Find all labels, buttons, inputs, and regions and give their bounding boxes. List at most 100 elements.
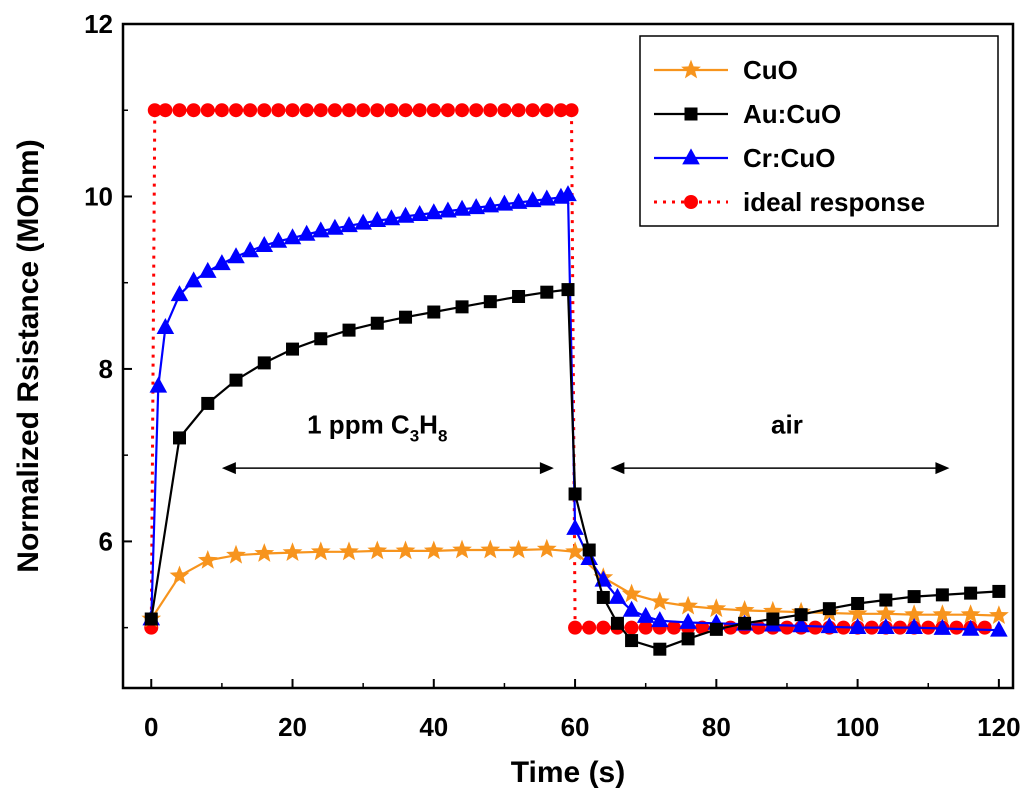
- data-point: [423, 540, 444, 560]
- legend-marker: [682, 148, 700, 165]
- data-point: [935, 588, 949, 602]
- legend-marker: [684, 195, 698, 209]
- data-point: [173, 431, 187, 445]
- series-line: [150, 288, 999, 651]
- data-point: [523, 191, 542, 208]
- legend-marker: [684, 107, 698, 121]
- data-point: [427, 305, 441, 319]
- data-point: [483, 295, 497, 309]
- x-tick-label: 60: [561, 712, 590, 742]
- data-point: [624, 620, 639, 635]
- data-point: [582, 620, 597, 635]
- data-point: [149, 376, 168, 393]
- data-point: [297, 224, 316, 241]
- data-point: [354, 213, 372, 230]
- data-point: [568, 487, 582, 501]
- series-cuo: [141, 538, 1009, 628]
- arrow-head-right: [935, 462, 950, 475]
- data-point: [990, 620, 1008, 637]
- data-point: [949, 620, 964, 635]
- data-point: [342, 103, 357, 118]
- data-point: [313, 103, 328, 118]
- data-point: [512, 289, 526, 303]
- data-point: [961, 619, 980, 636]
- data-point: [257, 356, 271, 370]
- data-point: [257, 103, 272, 118]
- data-point: [453, 199, 471, 216]
- data-point: [907, 590, 921, 604]
- data-point: [255, 236, 274, 253]
- arrow-head-right: [539, 462, 554, 475]
- data-point: [596, 620, 611, 635]
- data-point: [412, 103, 427, 118]
- data-point: [638, 620, 653, 635]
- data-point: [229, 103, 244, 118]
- data-point: [481, 196, 500, 213]
- data-point: [706, 598, 727, 618]
- data-point: [170, 285, 189, 302]
- data-point: [327, 103, 342, 118]
- data-point: [553, 103, 568, 118]
- data-point: [147, 103, 162, 118]
- arrow-head-left: [221, 462, 236, 475]
- data-point: [452, 539, 472, 559]
- data-point: [229, 373, 243, 387]
- y-tick-label: 10: [84, 181, 113, 211]
- data-point: [342, 323, 356, 337]
- annotation-subscript: 3: [410, 427, 419, 446]
- x-tick-label: 20: [278, 712, 307, 742]
- data-point: [455, 103, 470, 118]
- data-point: [480, 539, 501, 559]
- data-point: [559, 185, 577, 202]
- data-point: [904, 604, 924, 624]
- y-tick-label: 12: [84, 9, 113, 39]
- data-point: [283, 228, 302, 245]
- data-point: [410, 204, 429, 221]
- data-point: [282, 542, 303, 561]
- data-point: [497, 103, 512, 118]
- data-point: [340, 216, 358, 233]
- data-point: [779, 620, 794, 635]
- data-point: [158, 103, 173, 118]
- annotation-air: air: [610, 410, 950, 475]
- x-tick-label: 100: [836, 712, 879, 742]
- data-point: [144, 612, 158, 626]
- data-point: [709, 622, 723, 636]
- annotation-text: air: [771, 410, 803, 440]
- data-point: [310, 541, 331, 561]
- data-point: [508, 539, 529, 559]
- data-point: [440, 103, 455, 118]
- data-point: [679, 612, 697, 629]
- data-point: [156, 317, 175, 334]
- data-point: [564, 103, 579, 118]
- data-point: [269, 231, 288, 248]
- data-point: [172, 103, 187, 118]
- data-point: [536, 538, 557, 558]
- data-point: [608, 587, 627, 604]
- data-point: [285, 103, 300, 118]
- data-point: [625, 634, 639, 648]
- data-point: [213, 254, 231, 271]
- data-point: [621, 583, 642, 603]
- data-point: [299, 103, 314, 118]
- data-point: [960, 604, 981, 624]
- series-au-cuo: [144, 283, 1006, 656]
- data-point: [568, 620, 583, 635]
- data-point: [678, 595, 698, 615]
- data-point: [495, 194, 514, 211]
- data-point: [370, 316, 384, 330]
- data-point: [509, 192, 528, 209]
- data-point: [808, 620, 823, 635]
- data-point: [666, 620, 681, 635]
- data-point: [382, 209, 401, 226]
- annotation-text: H: [419, 410, 438, 440]
- data-point: [169, 565, 190, 585]
- data-point: [596, 590, 610, 604]
- legend-label: CuO: [743, 55, 798, 85]
- data-point: [455, 300, 469, 314]
- data-point: [610, 616, 624, 630]
- data-point: [649, 591, 670, 611]
- legend: CuO Au:CuO Cr:CuO ideal response: [639, 35, 999, 227]
- data-point: [339, 541, 359, 561]
